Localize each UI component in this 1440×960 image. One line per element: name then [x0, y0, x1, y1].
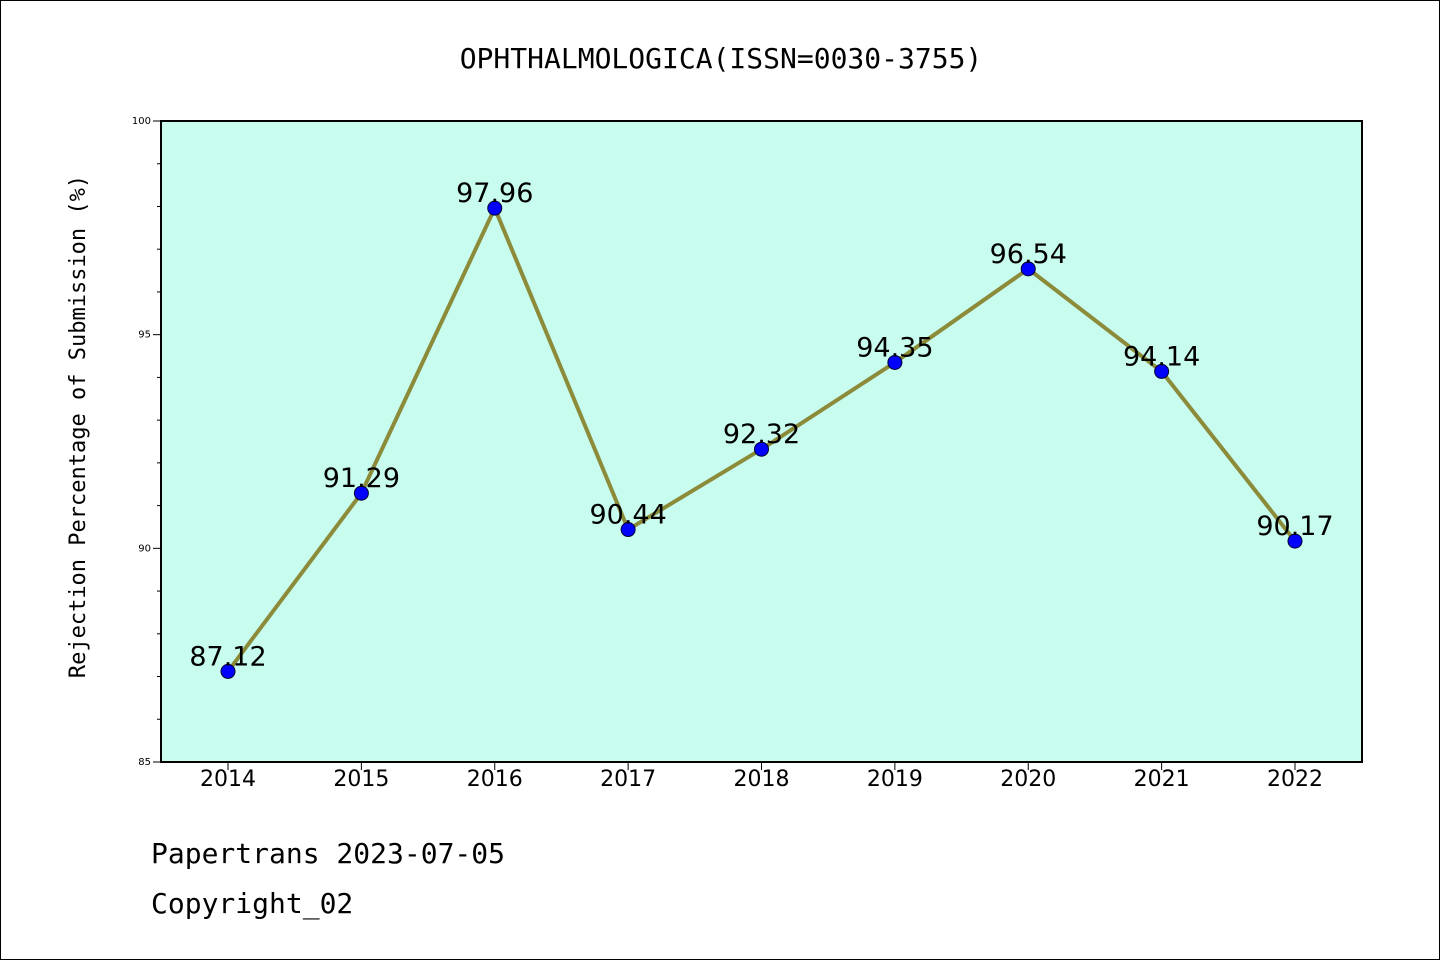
- x-tick-label: 2017: [600, 767, 656, 792]
- x-tick-label: 2020: [1000, 767, 1056, 792]
- data-label: 97.96: [456, 178, 533, 209]
- y-tick-label: 85: [138, 757, 151, 768]
- data-label: 87.12: [189, 641, 266, 672]
- data-label: 91.29: [323, 463, 400, 494]
- data-label: 90.17: [1256, 511, 1333, 542]
- data-label: 94.14: [1123, 341, 1200, 372]
- x-tick-label: 2018: [734, 767, 790, 792]
- plot-area: [160, 120, 1363, 763]
- data-point: [1020, 261, 1036, 277]
- data-label: 96.54: [990, 239, 1067, 270]
- data-point: [754, 441, 769, 457]
- x-tick-label: 2021: [1134, 767, 1190, 792]
- y-tick-label: 90: [138, 543, 151, 554]
- data-point: [1154, 363, 1170, 379]
- y-tick-label: 95: [138, 330, 151, 341]
- data-point: [353, 485, 369, 501]
- y-tick-label: 100: [132, 116, 151, 127]
- data-point: [1287, 533, 1303, 549]
- x-tick-label: 2022: [1267, 767, 1323, 792]
- data-label: 92.32: [723, 419, 800, 450]
- data-point: [620, 522, 636, 538]
- data-label: 94.35: [856, 332, 933, 363]
- data-label: 90.44: [589, 500, 666, 531]
- data-point: [220, 663, 236, 679]
- x-tick-label: 2014: [200, 767, 256, 792]
- footer-copyright: Copyright_02: [151, 887, 354, 920]
- x-tick-label: 2015: [333, 767, 389, 792]
- chart-title: OPHTHALMOLOGICA(ISSN=0030-3755): [460, 42, 983, 75]
- y-axis-label: Rejection Percentage of Submission (%): [66, 175, 91, 678]
- footer-date: Papertrans 2023-07-05: [151, 837, 506, 870]
- x-tick-label: 2019: [867, 767, 923, 792]
- data-point: [887, 354, 903, 370]
- x-tick-label: 2016: [467, 767, 523, 792]
- data-point: [487, 200, 503, 216]
